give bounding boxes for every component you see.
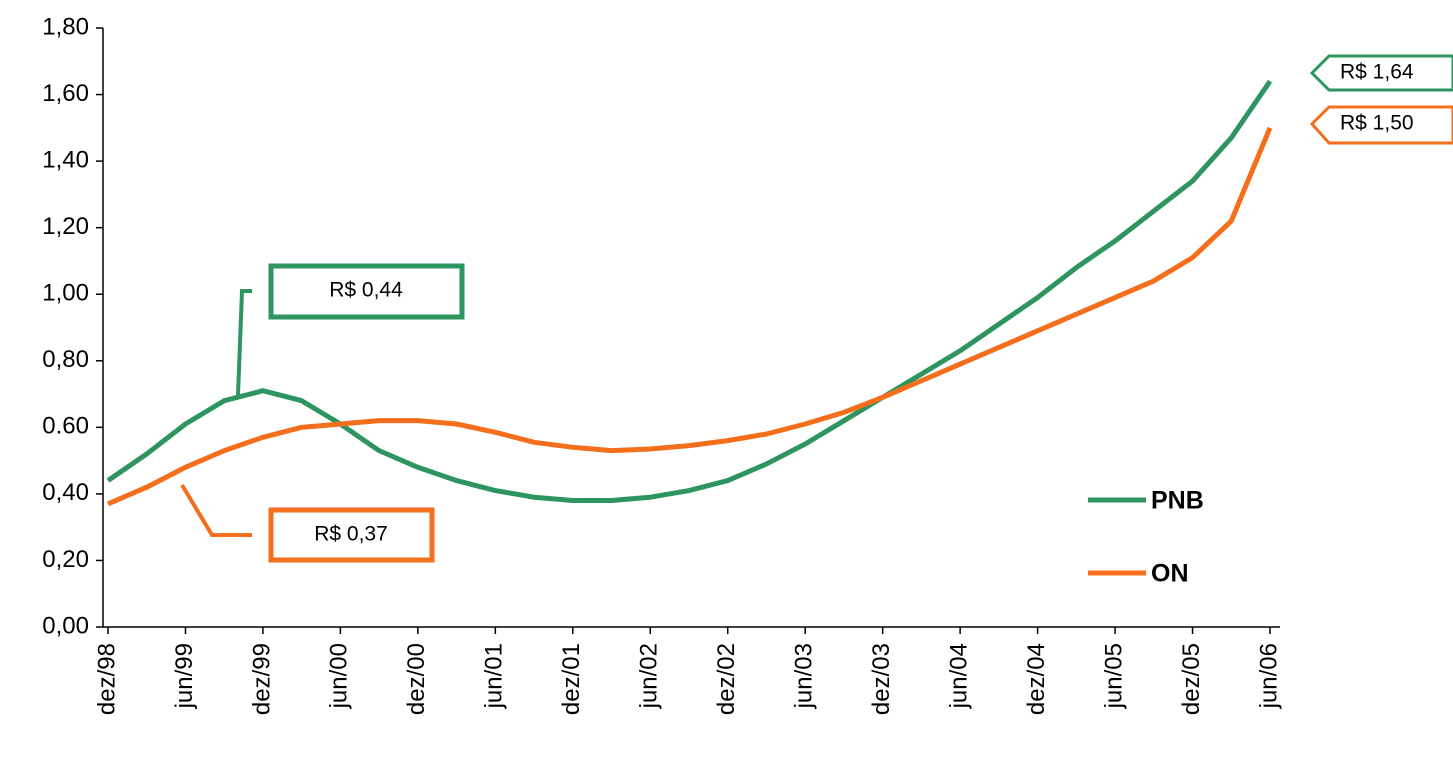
annotation-text: R$ 0,44: [329, 279, 403, 302]
x-tick-label: dez/04: [1023, 643, 1050, 715]
series-line: [106, 79, 1273, 504]
x-tick-label: jun/01: [481, 643, 508, 709]
y-tick-label: 1,80: [42, 13, 89, 40]
annotation-text: R$ 1,50: [1340, 112, 1414, 135]
x-tick-label: dez/01: [558, 643, 585, 715]
x-tick-label: dez/00: [403, 643, 430, 715]
annotation-text: R$ 1,64: [1340, 61, 1414, 84]
x-tick-label: jun/06: [1255, 643, 1282, 709]
x-tick-label: dez/98: [93, 643, 120, 715]
x-tick-label: dez/03: [868, 643, 895, 715]
y-tick-label: 0,80: [42, 346, 89, 373]
y-tick-label: 1,60: [42, 80, 89, 107]
y-tick-label: 0.60: [42, 413, 89, 440]
annotation-on-end: R$ 1,50: [1309, 105, 1453, 145]
y-tick-label: 1,00: [42, 280, 89, 307]
x-tick-label: jun/99: [171, 643, 198, 709]
annotation-pnb-start: R$ 0,44: [236, 263, 465, 396]
x-tick-label: jun/03: [791, 643, 818, 709]
y-tick-label: 0,00: [42, 612, 89, 639]
series-line: [107, 126, 1273, 507]
x-tick-label: dez/02: [713, 643, 740, 715]
x-tick-label: dez/05: [1178, 643, 1205, 715]
y-tick-label: 1,40: [42, 146, 89, 173]
y-tick-label: 0,40: [42, 479, 89, 506]
x-tick-label: jun/00: [326, 643, 353, 709]
annotation-pnb-end: R$ 1,64: [1309, 54, 1453, 92]
annotation-text: R$ 0,37: [314, 523, 388, 546]
y-tick-label: 0,20: [42, 546, 89, 573]
legend-label: PNB: [1151, 487, 1204, 515]
x-tick-label: jun/05: [1100, 643, 1127, 709]
x-tick-label: jun/02: [636, 643, 663, 709]
annotation-on-start: R$ 0,37: [180, 483, 435, 563]
legend-label: ON: [1151, 560, 1189, 588]
x-tick-label: dez/99: [248, 643, 275, 715]
x-tick-label: jun/04: [945, 643, 972, 709]
y-tick-label: 1,20: [42, 213, 89, 240]
